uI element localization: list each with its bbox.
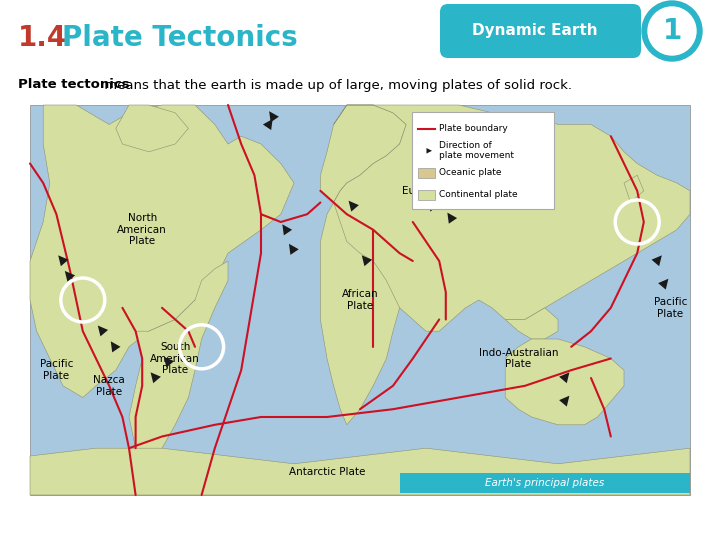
Text: Antarctic Plate: Antarctic Plate xyxy=(289,467,365,477)
Polygon shape xyxy=(320,183,413,425)
Bar xyxy=(400,473,690,493)
Bar xyxy=(418,168,435,178)
Text: Dynamic Earth: Dynamic Earth xyxy=(472,24,598,38)
FancyBboxPatch shape xyxy=(440,4,641,58)
Polygon shape xyxy=(30,448,690,495)
Text: Oceanic plate: Oceanic plate xyxy=(438,168,501,177)
Bar xyxy=(30,105,690,495)
Text: Nazca
Plate: Nazca Plate xyxy=(94,375,125,396)
Circle shape xyxy=(642,1,702,61)
Text: Eurasian Plate: Eurasian Plate xyxy=(402,186,477,196)
Text: Direction of
plate movement: Direction of plate movement xyxy=(438,141,514,160)
Text: Plate Tectonics: Plate Tectonics xyxy=(62,24,298,52)
Text: North
American
Plate: North American Plate xyxy=(117,213,167,246)
Text: Plate boundary: Plate boundary xyxy=(438,124,508,133)
Text: African
Plate: African Plate xyxy=(342,289,378,311)
Text: Continental plate: Continental plate xyxy=(438,190,518,199)
Polygon shape xyxy=(116,105,189,152)
Polygon shape xyxy=(505,339,624,425)
Text: 1: 1 xyxy=(662,17,682,45)
Text: Indo-Australian
Plate: Indo-Australian Plate xyxy=(479,348,558,369)
Text: Earth's principal plates: Earth's principal plates xyxy=(485,478,604,488)
Polygon shape xyxy=(333,105,690,331)
Polygon shape xyxy=(320,105,406,202)
Text: South
American
Plate: South American Plate xyxy=(150,342,200,375)
Polygon shape xyxy=(30,105,294,397)
Text: 1.4: 1.4 xyxy=(18,24,67,52)
FancyBboxPatch shape xyxy=(412,112,554,209)
Bar xyxy=(418,190,435,200)
Text: means that the earth is made up of large, moving plates of solid rock.: means that the earth is made up of large… xyxy=(100,78,572,91)
Text: Pacific
Plate: Pacific Plate xyxy=(40,360,73,381)
Text: Plate tectonics: Plate tectonics xyxy=(18,78,130,91)
Text: Pacific
Plate: Pacific Plate xyxy=(654,297,687,319)
Polygon shape xyxy=(624,175,644,202)
Circle shape xyxy=(648,7,696,55)
Polygon shape xyxy=(129,261,228,464)
Polygon shape xyxy=(505,308,558,339)
